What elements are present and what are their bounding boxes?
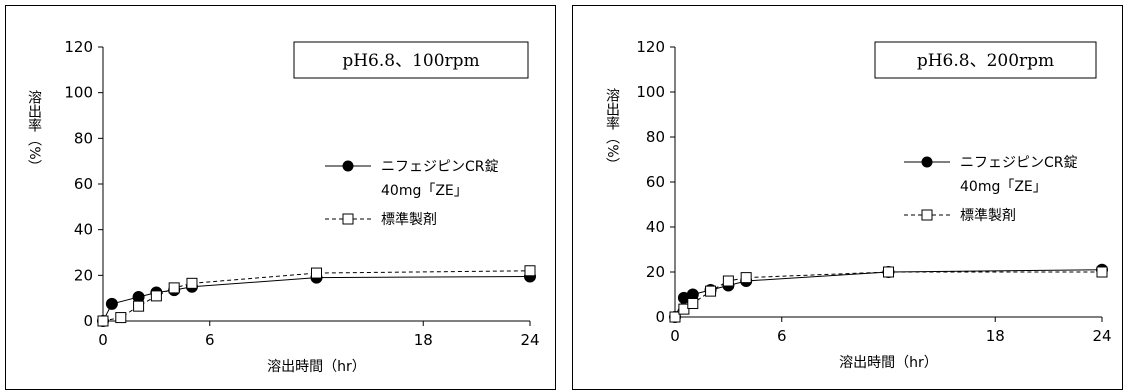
data-point-reference	[740, 272, 752, 284]
data-point-reference	[722, 275, 734, 287]
legend-marker-test	[342, 160, 354, 172]
x-tick-label: 0	[670, 327, 680, 345]
condition-box	[293, 41, 529, 79]
data-point-reference	[883, 266, 894, 278]
data-point-reference	[1096, 266, 1108, 278]
legend-label-reference: 標準製剤	[381, 212, 437, 228]
x-tick-label: 24	[1092, 327, 1111, 345]
data-point-reference	[311, 267, 322, 279]
chart-svg-200rpm: 0 20 40 60 80 100 120 0 6 18 24 溶出時間（hr） 溶出率（%） pH6.8…	[572, 5, 1123, 390]
condition-label: pH6.8、200rpm	[917, 51, 1054, 71]
y-tick-label: 120	[636, 38, 665, 56]
y-tick-label: 0	[83, 312, 93, 330]
dissolution-chart-200rpm: 0 20 40 60 80 100 120 0 6 18 24 溶出時間（hr） 溶出率（%） pH6.8…	[572, 5, 1123, 390]
x-axis-title: 溶出時間（hr）	[839, 355, 938, 371]
y-tick-label: 100	[636, 83, 665, 101]
x-tick-label: 6	[205, 331, 215, 349]
chart-svg-100rpm: 0 20 40 60 80 100 120 0 6 18 24 溶出時間（hr） 溶出率（%） pH6.8…	[5, 5, 556, 390]
x-tick-label: 6	[777, 327, 787, 345]
y-tick-label: 80	[74, 129, 93, 147]
x-tick-label: 24	[520, 331, 539, 349]
x-tick-label: 18	[986, 327, 1005, 345]
data-point-reference	[168, 282, 180, 294]
data-point-reference	[705, 285, 717, 297]
y-tick-label: 0	[655, 308, 665, 326]
data-point-reference	[97, 315, 109, 327]
y-tick-label: 100	[64, 84, 93, 102]
y-tick-label: 40	[74, 221, 93, 239]
legend-label-test: ニフェジピンCR錠	[381, 159, 499, 175]
data-point-reference	[524, 265, 536, 277]
dissolution-chart-100rpm: 0 20 40 60 80 100 120 0 6 18 24 溶出時間（hr） 溶出率（%） pH6.8…	[5, 5, 556, 390]
legend-marker-reference	[342, 213, 354, 225]
x-tick-label: 18	[414, 331, 433, 349]
y-axis-title: 溶出率（%）	[604, 88, 620, 171]
legend-marker-test	[921, 156, 933, 168]
legend-label-test: ニフェジピンCR錠	[960, 155, 1078, 171]
y-tick-label: 20	[74, 266, 93, 284]
x-tick-label: 0	[98, 331, 108, 349]
data-point-reference	[115, 312, 127, 324]
data-point-reference	[687, 298, 699, 309]
data-point-reference	[678, 303, 690, 315]
y-tick-label: 20	[646, 263, 665, 281]
data-point-reference	[133, 300, 145, 312]
y-tick-label: 60	[74, 175, 93, 193]
condition-label: pH6.8、100rpm	[342, 51, 479, 71]
legend-label-test-line2: 40mg「ZE」	[381, 183, 468, 199]
series-line-reference	[674, 271, 1102, 318]
data-point-reference	[150, 290, 162, 302]
y-tick-label: 60	[646, 173, 665, 191]
y-axis-title: 溶出率（%）	[26, 90, 42, 173]
y-tick-label: 120	[64, 38, 93, 56]
x-axis-title: 溶出時間（hr）	[267, 359, 366, 375]
y-tick-label: 40	[646, 218, 665, 236]
legend-label-test-line2: 40mg「ZE」	[960, 179, 1047, 195]
legend-marker-reference	[921, 209, 933, 221]
condition-box	[874, 41, 1097, 79]
y-tick-label: 80	[646, 128, 665, 146]
data-point-reference	[186, 277, 198, 289]
legend-label-reference: 標準製剤	[960, 208, 1016, 224]
data-point-test	[105, 297, 118, 310]
data-point-reference	[669, 311, 681, 323]
